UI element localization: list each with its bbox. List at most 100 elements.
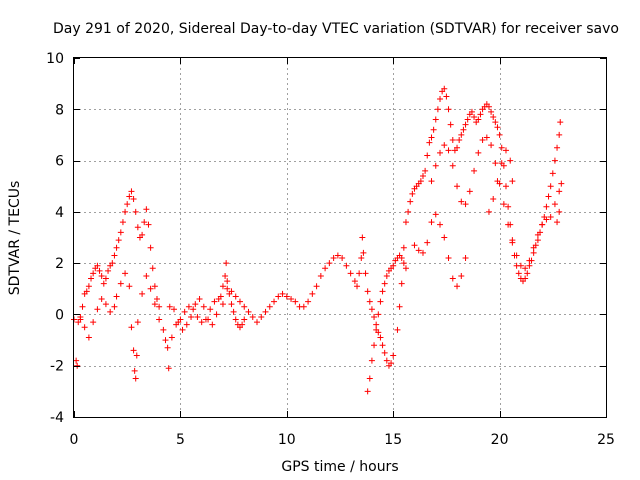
data-point [543, 203, 550, 210]
data-point [522, 265, 529, 272]
plot-frame [73, 57, 607, 418]
data-point [479, 137, 486, 144]
data-point [149, 265, 156, 272]
data-point [383, 272, 390, 279]
data-point [547, 183, 554, 190]
data-point [402, 265, 409, 272]
data-point [239, 321, 246, 328]
data-point [502, 183, 509, 190]
data-point [364, 288, 371, 295]
data-point [122, 208, 129, 215]
data-point [224, 285, 231, 292]
data-point [309, 290, 316, 297]
data-point [492, 119, 499, 126]
data-point [458, 272, 465, 279]
data-point [74, 362, 81, 369]
data-point [139, 290, 146, 297]
data-point [368, 357, 375, 364]
data-point [115, 237, 122, 244]
y-tick-label: 10 [46, 51, 64, 67]
data-point [143, 206, 150, 213]
data-point [211, 298, 218, 305]
data-point [219, 283, 226, 290]
data-point [498, 144, 505, 151]
data-point [383, 357, 390, 364]
y-tick-label: 2 [55, 256, 64, 272]
data-point [334, 252, 341, 259]
data-point [141, 219, 148, 226]
data-point [73, 357, 80, 364]
data-point [90, 270, 97, 277]
data-point [375, 311, 382, 318]
data-point [447, 121, 454, 128]
data-point [351, 278, 358, 285]
data-point [122, 270, 129, 277]
data-point [454, 183, 461, 190]
data-point [151, 301, 158, 308]
data-point [275, 293, 282, 300]
data-point [428, 178, 435, 185]
data-point [432, 162, 439, 169]
x-tick-label: 0 [70, 432, 79, 448]
data-point [488, 142, 495, 149]
data-point [426, 139, 433, 146]
data-point [468, 108, 475, 115]
data-point [419, 172, 426, 179]
data-point [405, 208, 412, 215]
data-point [458, 198, 465, 205]
data-point [113, 293, 120, 300]
data-point [130, 347, 137, 354]
data-point [183, 321, 190, 328]
data-point [443, 93, 450, 100]
data-point [139, 231, 146, 238]
data-point [266, 303, 273, 310]
data-point [223, 260, 230, 267]
data-point [179, 326, 186, 333]
data-point [494, 124, 501, 131]
data-point [515, 270, 522, 277]
data-point [330, 255, 337, 262]
data-point [492, 160, 499, 167]
data-point [102, 275, 109, 282]
data-point [462, 201, 469, 208]
data-point [500, 201, 507, 208]
data-point [471, 113, 478, 120]
data-point [185, 303, 192, 310]
data-point [517, 262, 524, 269]
data-point [317, 272, 324, 279]
data-point [377, 298, 384, 305]
x-tick-label: 5 [176, 432, 185, 448]
y-tick-label: 8 [55, 102, 64, 118]
data-point [464, 116, 471, 123]
data-point [502, 147, 509, 154]
data-point [254, 319, 261, 326]
data-point [432, 211, 439, 218]
data-point [505, 221, 512, 228]
y-tick-label: 6 [55, 154, 64, 170]
data-point [441, 234, 448, 241]
data-points [71, 85, 565, 395]
data-point [343, 262, 350, 269]
data-point [398, 280, 405, 287]
data-point [371, 342, 378, 349]
y-axis-label: SDTVAR / TECUs [7, 181, 23, 296]
data-point [475, 116, 482, 123]
data-point [498, 160, 505, 167]
data-point [437, 149, 444, 156]
data-point [292, 298, 299, 305]
data-point [462, 255, 469, 262]
data-point [490, 113, 497, 120]
data-point [175, 319, 182, 326]
data-point [166, 303, 173, 310]
data-point [509, 178, 516, 185]
data-point [151, 283, 158, 290]
data-point [81, 324, 88, 331]
data-point [271, 298, 278, 305]
data-point [449, 275, 456, 282]
data-point [368, 306, 375, 313]
data-point [83, 288, 90, 295]
data-point [279, 290, 286, 297]
data-point [132, 375, 139, 382]
data-point [417, 178, 424, 185]
data-point [162, 337, 169, 344]
